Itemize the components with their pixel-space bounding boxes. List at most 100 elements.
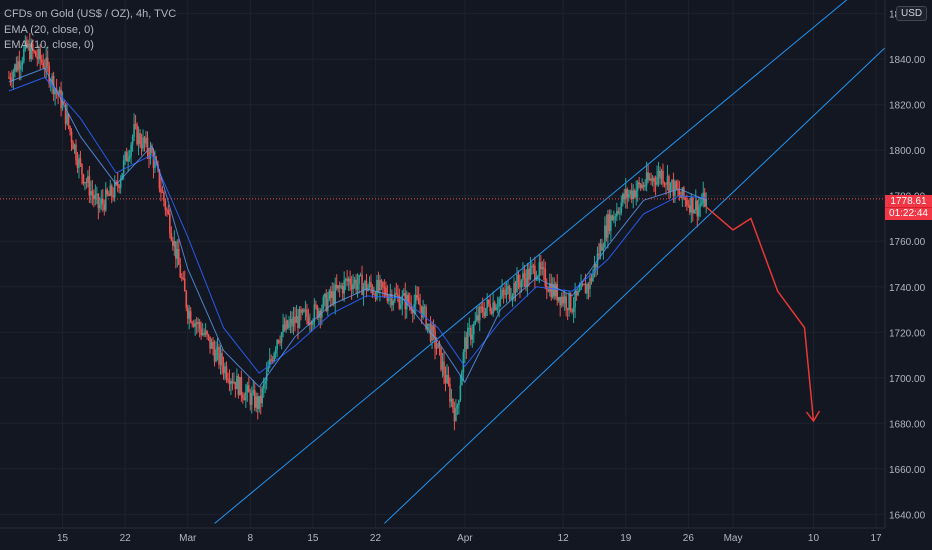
projection-arrowhead [805,410,821,423]
price-axis[interactable] [885,0,932,528]
candle-body [610,215,612,231]
time-tick-label: Mar [179,533,197,544]
candle-body [303,309,305,312]
candle-body [163,192,165,202]
channel-line [214,0,848,524]
candle-body [236,375,238,390]
candle-body [206,331,208,335]
candle-body [364,280,366,287]
candle-body [605,225,608,238]
candle-body [63,101,65,104]
candle-body [227,378,229,381]
candle-body [380,280,383,283]
candle-body [490,311,493,314]
candle-body [467,328,469,349]
candle-body [632,190,635,200]
candle-body [611,215,614,221]
candle-body [620,202,623,213]
candle-body [376,279,378,299]
candle-body [391,294,393,306]
ema-10-line [8,67,707,388]
projection-arrow[interactable] [705,206,821,423]
candle-body [96,193,98,195]
candle-body [417,297,420,305]
candle-body [289,318,292,324]
candle-body [352,283,354,290]
candle-body [170,233,173,241]
candle-body [350,284,353,290]
candle-body [414,294,417,304]
candle-body [160,188,162,193]
candle-body [419,304,421,306]
candle-body [602,247,605,251]
candle-body [228,380,231,385]
candle-body [458,400,460,406]
candle-body [318,310,320,318]
candle-body [464,337,466,353]
candle-body [627,194,630,198]
candle-body [621,194,624,203]
candle-body [45,57,47,69]
candle-body [102,198,104,204]
candle-body [365,280,368,292]
candle-body [191,322,193,324]
candle-body [630,190,633,200]
candle-body [152,152,155,168]
candle-body [618,212,621,214]
candle-body [705,198,708,207]
time-axis[interactable] [0,528,932,550]
legend-symbol[interactable]: CFDs on Gold (US$ / OZ), 4h, TVC [4,8,177,20]
candle-body [323,293,326,298]
candle-body [279,342,281,344]
candle-body [218,347,220,365]
candle-body [435,347,438,349]
candle-body [131,136,134,145]
candle-body [176,248,179,259]
candle-body [373,293,375,295]
candle-body [298,309,301,329]
candle-body [261,388,264,404]
currency-label[interactable]: USD [896,6,928,21]
candle-body [136,124,138,145]
candle-body [215,349,217,362]
candle-body [12,71,15,82]
candle-body [186,307,189,319]
candle-body [169,214,171,234]
legend-ema-10[interactable]: EMA (10, close, 0) [4,39,94,51]
candle-body [520,280,523,288]
candle-body [346,279,348,282]
candle-body [69,126,71,132]
candle-body [614,216,617,218]
candle-body [112,195,115,198]
candle-body [78,158,80,168]
candle-body [291,318,293,327]
price-tick-label: 1640.00 [889,510,926,521]
candle-body [440,347,442,370]
candle-body [252,390,255,394]
candle-body [85,182,88,184]
candle-body [200,328,202,336]
candle-body [624,189,627,200]
candle-body [249,392,252,405]
time-tick-label: 10 [808,533,820,544]
candle-body [295,316,298,324]
candle-body [398,295,401,309]
candle-body [432,325,435,331]
candle-body [124,152,126,161]
candle-body [337,285,340,289]
candle-body [343,280,345,294]
legend-ema-20[interactable]: EMA (20, close, 0) [4,23,94,36]
candle-body [563,296,566,304]
candle-body [31,43,34,51]
candle-body [468,327,471,329]
candle-body [20,65,22,70]
candle-body [544,269,547,287]
candle-body [9,77,12,81]
candle-body [90,191,92,196]
candle-body [292,317,295,327]
candle-body [633,190,636,198]
candle-body [355,279,357,290]
trend-channel[interactable] [214,0,886,524]
